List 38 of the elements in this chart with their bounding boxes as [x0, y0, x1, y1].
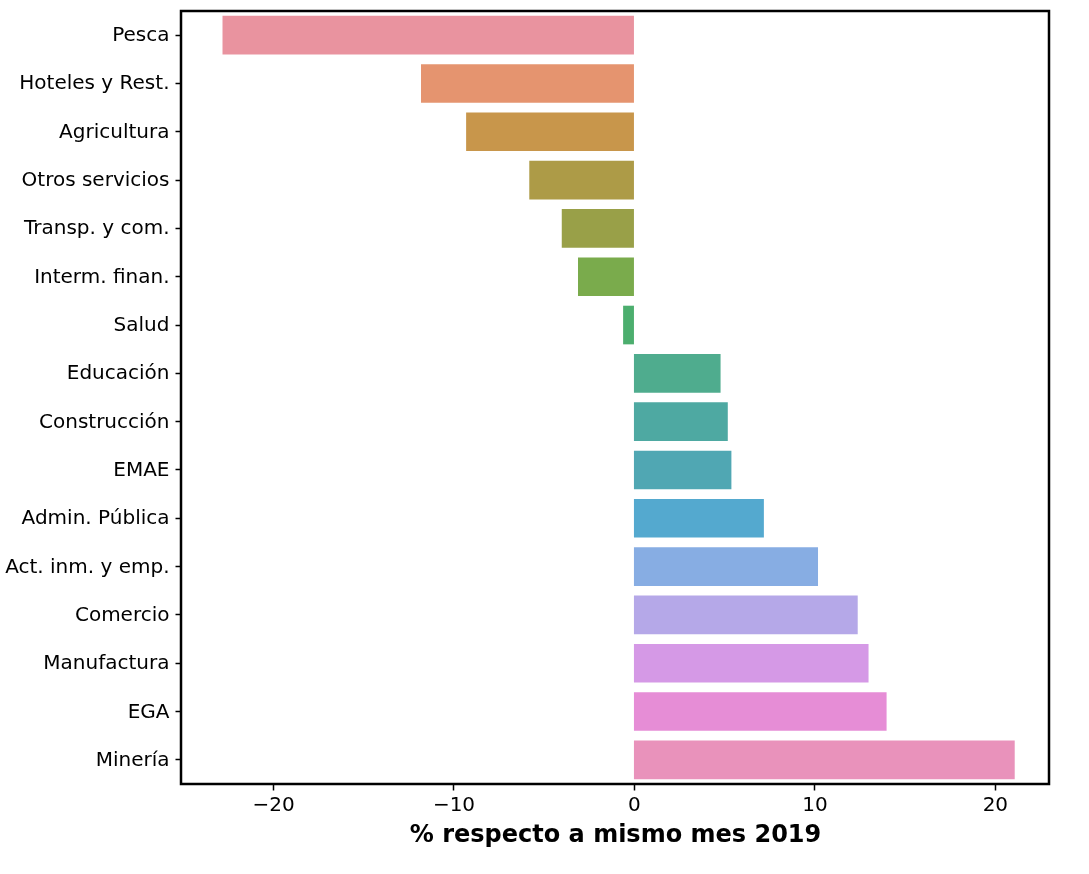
y-tick-label: Agricultura [59, 118, 170, 143]
bar [633, 402, 728, 441]
x-tick-label: 20 [982, 791, 1009, 816]
y-tick-label: Transp. y com. [22, 215, 170, 240]
bar [633, 547, 819, 586]
bar [222, 15, 634, 55]
x-tick-label: −20 [252, 791, 295, 816]
y-tick-label: Comercio [74, 601, 170, 626]
bar [623, 305, 634, 345]
bar [633, 643, 869, 683]
y-tick-label: Construcción [39, 408, 170, 433]
bar [561, 209, 634, 248]
bar [633, 450, 732, 490]
x-tick-label: −10 [432, 791, 476, 816]
y-tick-label: Interm. finan. [34, 263, 170, 288]
bar [466, 112, 634, 152]
bar [633, 692, 887, 731]
y-tick-label: Minería [95, 746, 170, 771]
bar [633, 595, 858, 635]
bar [633, 354, 721, 393]
x-axis-title: % respecto a mismo mes 2019 [409, 819, 822, 848]
y-tick-label: Manufactura [43, 650, 170, 675]
y-tick-label: Pesca [112, 22, 170, 47]
y-tick-label: Act. inm. y emp. [5, 553, 170, 578]
bar [529, 160, 634, 200]
x-tick-label: 0 [628, 791, 641, 816]
y-tick-label: Salud [113, 312, 170, 337]
y-tick-label: EMAE [113, 456, 170, 481]
bar [421, 64, 634, 103]
bar [633, 498, 764, 538]
x-tick-label: 10 [802, 791, 828, 816]
y-tick-label: Educación [66, 360, 170, 385]
y-tick-label: Otros servicios [21, 167, 170, 192]
y-tick-label: Hoteles y Rest. [19, 70, 170, 95]
y-tick-label: Admin. Pública [21, 505, 170, 530]
y-tick-label: EGA [127, 698, 170, 723]
bar [578, 257, 634, 297]
bar [633, 740, 1015, 780]
